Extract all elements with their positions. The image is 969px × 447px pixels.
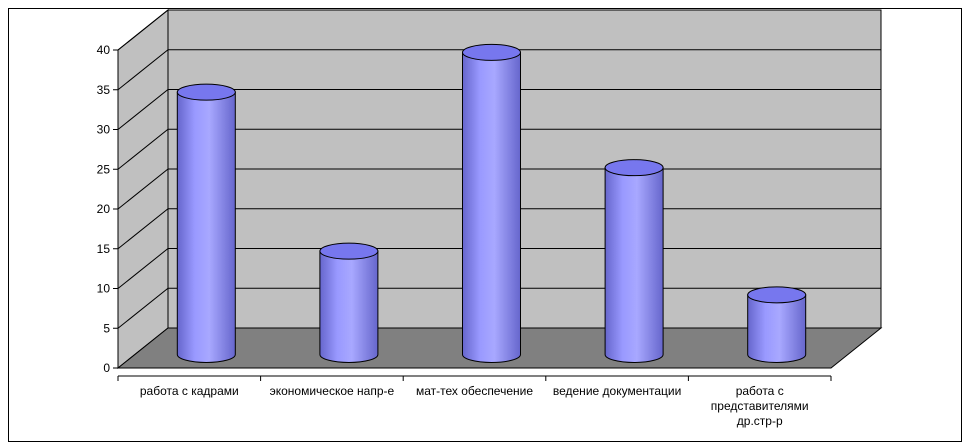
category-label-line: мат-тех обеспечение [416, 384, 533, 398]
gridline [117, 89, 881, 130]
bar-top [176, 83, 236, 101]
bar-body [176, 91, 236, 363]
bar-body [462, 51, 521, 363]
bar-2 [462, 43, 521, 363]
bar-body [604, 167, 664, 363]
bar-1 [319, 242, 379, 363]
y-tick-label: 15 [97, 242, 111, 256]
y-tick-label: 40 [97, 43, 111, 57]
chart-frame: 0 5 10 15 20 25 30 35 40 работа с кадрами экономич… [8, 8, 962, 442]
gridline [117, 49, 881, 91]
y-tick-label: 35 [97, 83, 111, 97]
category-label: экономическое напр-е [270, 384, 395, 398]
bar-0 [176, 83, 236, 363]
chart-svg: 0 5 10 15 20 25 30 35 40 работа с кадрами экономич… [97, 9, 883, 428]
bar-top [319, 242, 379, 260]
y-tick-label: 20 [97, 202, 111, 216]
category-label-line: представителями [711, 399, 809, 413]
y-tick-label: 0 [103, 361, 110, 375]
category-label: работа с представителями др.стр-р [711, 384, 809, 428]
category-label-line: экономическое напр-е [270, 384, 395, 398]
bar-body [319, 250, 379, 363]
y-tick-label: 5 [103, 321, 110, 335]
category-label-line: работа с кадрами [140, 384, 239, 398]
bar-4 [747, 286, 807, 363]
category-label: мат-тех обеспечение [416, 384, 533, 398]
bar-3 [604, 159, 664, 363]
bar-top [747, 286, 807, 304]
gridline [117, 128, 881, 170]
category-label: ведение документации [553, 384, 681, 398]
category-label-line: работа с [736, 384, 784, 398]
y-tick-label: 10 [97, 282, 111, 296]
bar-body [747, 294, 807, 363]
bar-top [604, 159, 664, 177]
y-tick-label: 30 [97, 123, 111, 137]
bar-top [462, 43, 521, 61]
category-label-line: др.стр-р [737, 414, 783, 428]
gridline [117, 9, 881, 51]
category-label: работа с кадрами [140, 384, 239, 398]
category-label-line: ведение документации [553, 384, 681, 398]
y-tick-label: 25 [97, 162, 111, 176]
